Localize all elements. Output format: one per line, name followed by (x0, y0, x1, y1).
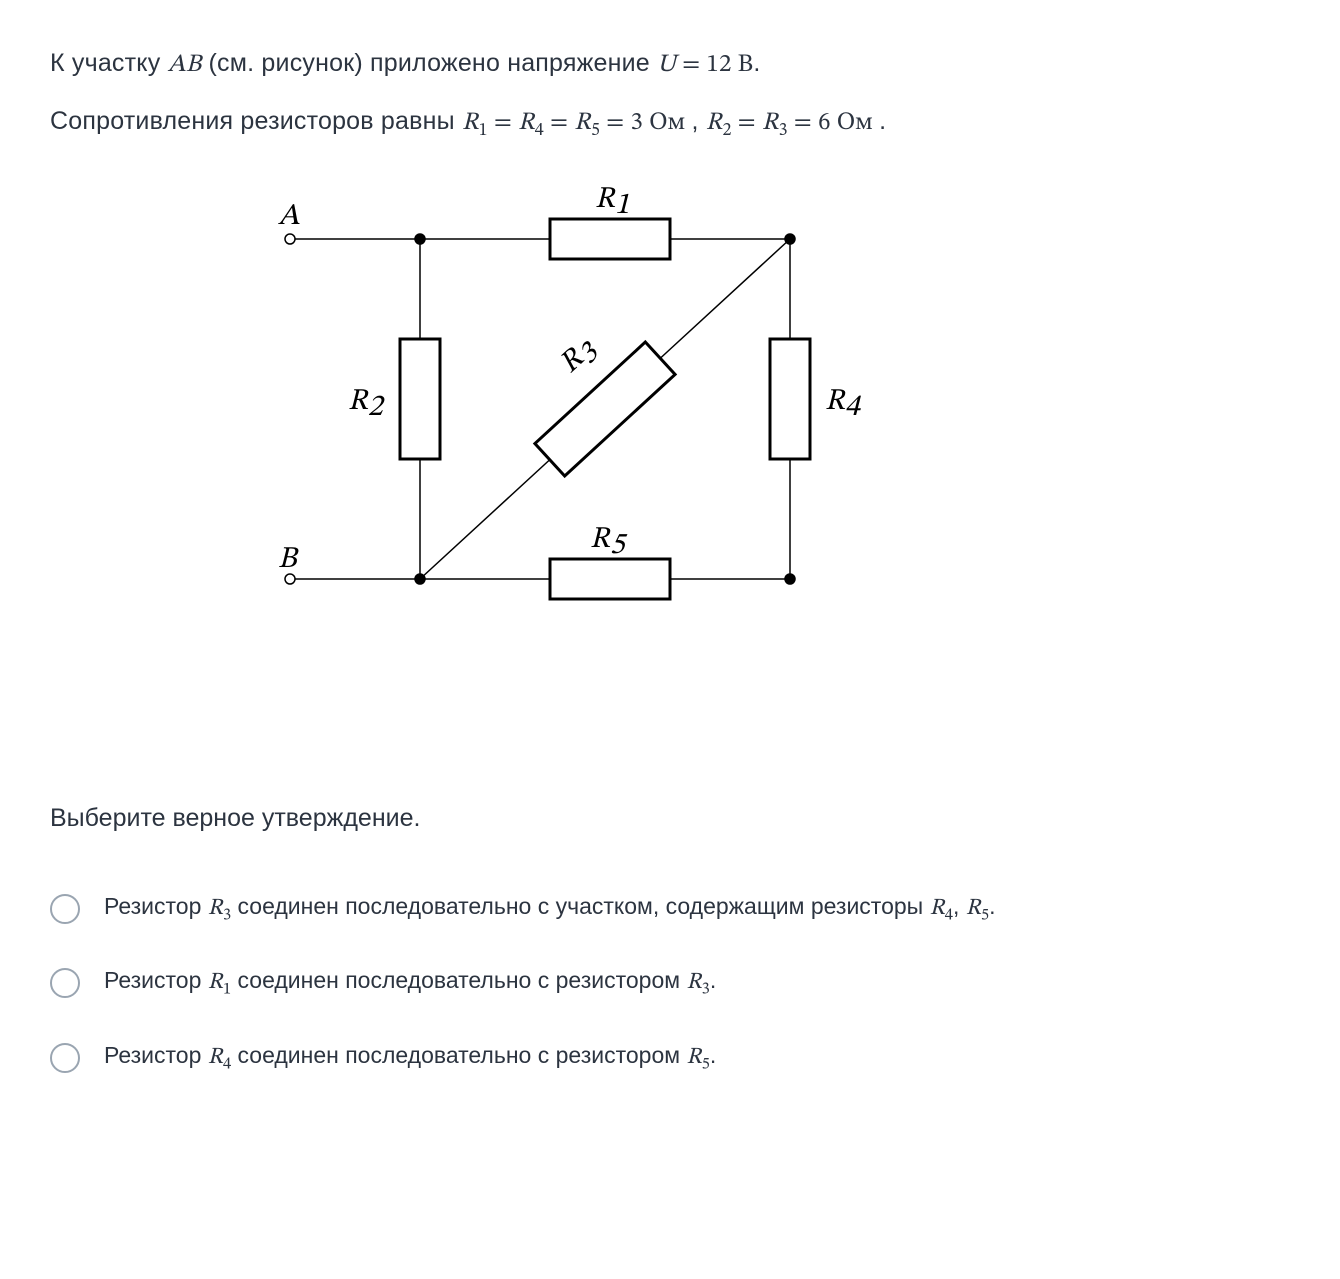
option-1[interactable]: Резистор R3 соединен последовательно с у… (50, 893, 1290, 926)
option-2[interactable]: Резистор R1 соединен последовательно с р… (50, 967, 1290, 1000)
options-list: Резистор R3 соединен последовательно с у… (50, 893, 1290, 1075)
circuit-diagram: A B R1 R2 R3 R4 R5 (250, 179, 1290, 644)
radio-icon[interactable] (50, 968, 80, 998)
option-1-text: Резистор R3 соединен последовательно с у… (104, 893, 996, 926)
circuit-svg: A B R1 R2 R3 R4 R5 (250, 179, 890, 639)
label-r4: R4 (825, 387, 862, 423)
text: . (879, 107, 886, 135)
eq-1: R1 = R4 = R5 = 3 Ом (462, 110, 692, 135)
label-a: A (278, 202, 300, 232)
label-r2: R2 (348, 387, 385, 423)
option-2-text: Резистор R1 соединен последовательно с р… (104, 967, 716, 1000)
label-r5: R5 (590, 525, 628, 561)
text: Сопротивления резисторов равны (50, 107, 462, 135)
text: . (753, 49, 760, 77)
text: К участку (50, 49, 168, 77)
problem-line-2: Сопротивления резисторов равны R1 = R4 =… (50, 98, 1290, 148)
radio-icon[interactable] (50, 1043, 80, 1073)
option-3[interactable]: Резистор R4 соединен последовательно с р… (50, 1042, 1290, 1075)
prompt-text: Выберите верное утверждение. (50, 804, 1290, 833)
text: (см. рисунок) приложено напряжение (201, 49, 657, 77)
label-r1: R1 (595, 185, 630, 221)
text: , (691, 107, 705, 135)
label-r3: R3 (555, 332, 606, 383)
eq-2: R2 = R3 = 6 Ом (706, 110, 879, 135)
var-ab: AB (168, 52, 202, 77)
var-u: U = 12 В (657, 52, 753, 77)
problem-line-1: К участку AB (см. рисунок) приложено нап… (50, 40, 1290, 88)
label-b: B (278, 545, 299, 575)
radio-icon[interactable] (50, 894, 80, 924)
option-3-text: Резистор R4 соединен последовательно с р… (104, 1042, 716, 1075)
